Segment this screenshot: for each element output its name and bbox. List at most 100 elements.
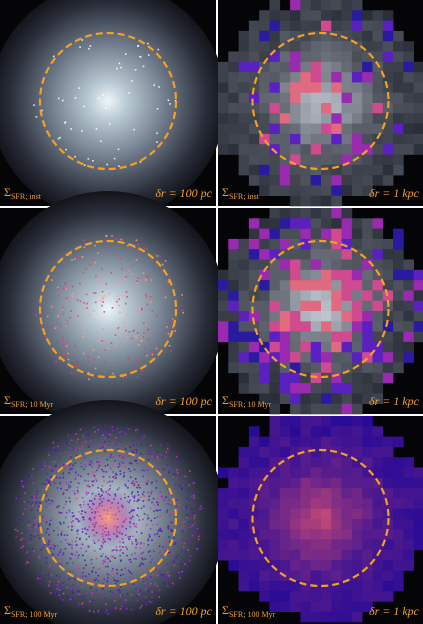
bin-pixel — [259, 280, 270, 291]
bin-pixel — [228, 488, 239, 499]
star-particle — [117, 466, 120, 468]
star-particle — [133, 457, 135, 459]
bin-pixel — [269, 0, 281, 11]
star-particle — [154, 533, 156, 536]
star-particle — [51, 574, 53, 576]
star-particle — [157, 509, 159, 512]
star-particle — [174, 330, 176, 332]
star-particle — [97, 580, 99, 582]
bin-pixel — [228, 529, 239, 540]
star-particle — [188, 488, 191, 491]
bin-pixel — [341, 560, 353, 571]
bin-pixel — [321, 362, 332, 374]
star-particle — [51, 279, 53, 281]
star-particle — [167, 585, 169, 587]
bin-pixel — [403, 508, 414, 520]
bin-pixel — [248, 154, 260, 166]
star-particle — [182, 483, 184, 486]
star-particle — [136, 336, 138, 339]
bin-pixel — [290, 144, 301, 155]
star-particle — [181, 530, 184, 533]
bin-pixel — [248, 570, 260, 582]
resolution-label: δr = 100 pc — [155, 186, 212, 200]
star-particle — [138, 498, 140, 500]
star-particle — [77, 474, 80, 476]
star-particle — [114, 334, 117, 336]
bin-pixel — [228, 238, 239, 250]
bin-pixel — [341, 393, 353, 404]
bin-pixel — [413, 508, 423, 520]
star-particle — [152, 497, 155, 500]
star-particle — [49, 592, 52, 594]
star-particle — [65, 345, 68, 347]
bin-pixel — [341, 539, 353, 551]
star-particle — [62, 584, 64, 586]
bin-pixel — [351, 519, 363, 530]
bin-pixel — [331, 341, 342, 353]
star-particle — [108, 123, 111, 125]
bin-pixel — [279, 208, 291, 219]
star-particle — [195, 531, 198, 533]
bin-pixel — [269, 498, 281, 509]
star-particle — [120, 585, 122, 588]
star-particle — [119, 560, 122, 562]
star-particle — [93, 475, 96, 478]
star-particle — [75, 497, 78, 500]
star-particle — [136, 311, 139, 314]
bin-pixel — [259, 539, 270, 551]
star-particle — [100, 591, 102, 593]
bin-pixel — [331, 383, 342, 394]
bin-pixel — [259, 61, 270, 73]
star-particle — [82, 335, 84, 338]
bin-pixel — [259, 352, 270, 363]
bin-pixel — [403, 498, 414, 509]
star-particle — [56, 286, 59, 289]
bin-pixel — [248, 467, 260, 479]
star-particle — [131, 482, 133, 484]
star-particle — [112, 555, 114, 558]
star-particle — [57, 534, 59, 536]
star-particle — [117, 595, 119, 597]
star-particle — [162, 581, 164, 584]
star-particle — [24, 492, 26, 494]
star-particle — [136, 566, 139, 568]
bin-pixel — [393, 341, 404, 353]
star-particle — [153, 345, 156, 347]
bin-pixel — [331, 372, 342, 384]
star-particle — [97, 356, 100, 358]
bin-pixel — [228, 477, 239, 489]
star-particle — [194, 547, 197, 550]
star-particle — [98, 464, 101, 467]
bin-pixel — [403, 51, 414, 63]
star-particle — [80, 465, 83, 468]
star-particle — [22, 520, 24, 522]
bin-pixel — [321, 175, 332, 186]
star-particle — [133, 484, 136, 487]
star-particle — [186, 508, 188, 510]
bin-pixel — [269, 280, 281, 291]
star-particle — [132, 535, 134, 537]
bin-pixel — [413, 300, 423, 312]
bin-pixel — [259, 467, 270, 479]
bin-pixel — [382, 113, 394, 124]
star-particle — [49, 547, 52, 549]
star-particle — [145, 602, 148, 604]
star-particle — [131, 80, 133, 82]
bin-pixel — [382, 133, 394, 145]
star-particle — [91, 471, 94, 474]
star-particle — [122, 546, 124, 548]
bin-pixel — [331, 477, 342, 489]
star-particle — [133, 557, 135, 560]
bin-pixel — [228, 290, 239, 301]
bin-pixel — [218, 269, 229, 281]
bin-pixel — [269, 72, 281, 83]
star-particle — [86, 485, 88, 487]
star-particle — [61, 340, 63, 343]
bin-pixel — [310, 51, 322, 63]
star-particle — [64, 288, 67, 290]
star-particle — [125, 485, 127, 487]
bin-pixel — [351, 82, 363, 93]
star-particle — [150, 279, 153, 281]
star-particle — [122, 606, 124, 608]
star-particle — [137, 594, 140, 596]
